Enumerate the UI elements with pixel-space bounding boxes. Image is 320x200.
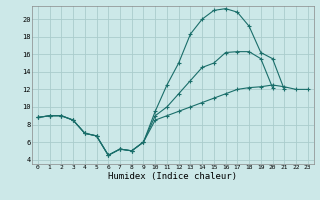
X-axis label: Humidex (Indice chaleur): Humidex (Indice chaleur)	[108, 172, 237, 181]
